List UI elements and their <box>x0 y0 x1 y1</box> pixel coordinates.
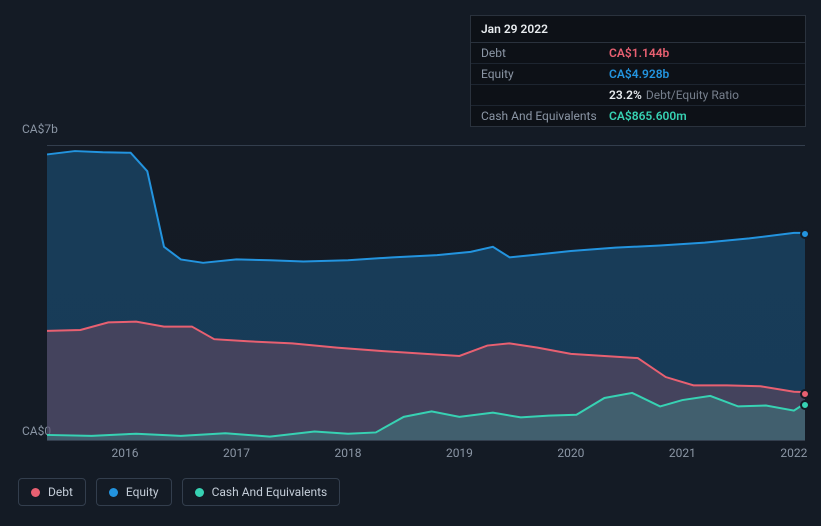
tooltip-row: Cash And EquivalentsCA$865.600m <box>471 106 805 126</box>
legend-swatch <box>195 488 204 497</box>
legend-swatch <box>31 488 40 497</box>
legend-item-debt[interactable]: Debt <box>18 478 86 506</box>
chart-plot[interactable] <box>47 145 805 441</box>
tooltip-row: EquityCA$4.928b <box>471 64 805 85</box>
x-tick: 2019 <box>446 446 473 460</box>
legend-label: Equity <box>126 485 159 499</box>
tooltip-row-value: CA$1.144b <box>609 46 669 60</box>
chart-svg <box>47 146 805 440</box>
x-tick: 2018 <box>334 446 361 460</box>
tooltip-rows: DebtCA$1.144bEquityCA$4.928b23.2%Debt/Eq… <box>471 43 805 126</box>
data-tooltip: Jan 29 2022 DebtCA$1.144bEquityCA$4.928b… <box>470 15 806 127</box>
y-axis-max: CA$7b <box>22 122 58 136</box>
legend-label: Cash And Equivalents <box>212 485 328 499</box>
tooltip-row-label: Debt <box>481 46 609 60</box>
tooltip-row: 23.2%Debt/Equity Ratio <box>471 85 805 106</box>
x-axis: 2016 2017 2018 2019 2020 2021 2022 <box>47 446 805 466</box>
tooltip-row-value: 23.2%Debt/Equity Ratio <box>609 88 739 102</box>
end-marker-cash <box>800 400 810 410</box>
x-tick: 2022 <box>780 446 807 460</box>
tooltip-row: DebtCA$1.144b <box>471 43 805 64</box>
end-marker-equity <box>800 229 810 239</box>
tooltip-row-sub: Debt/Equity Ratio <box>646 88 739 102</box>
legend-item-equity[interactable]: Equity <box>96 478 172 506</box>
tooltip-row-value: CA$865.600m <box>609 109 687 123</box>
legend-item-cash[interactable]: Cash And Equivalents <box>182 478 341 506</box>
x-tick: 2021 <box>669 446 696 460</box>
legend-label: Debt <box>48 485 73 499</box>
legend: Debt Equity Cash And Equivalents <box>18 478 340 506</box>
legend-swatch <box>109 488 118 497</box>
tooltip-row-label: Cash And Equivalents <box>481 109 609 123</box>
x-tick: 2017 <box>223 446 250 460</box>
tooltip-row-label <box>481 88 609 102</box>
end-marker-debt <box>800 389 810 399</box>
x-tick: 2020 <box>557 446 584 460</box>
x-tick: 2016 <box>112 446 139 460</box>
tooltip-row-value: CA$4.928b <box>609 67 669 81</box>
tooltip-date: Jan 29 2022 <box>471 16 805 43</box>
tooltip-row-label: Equity <box>481 67 609 81</box>
